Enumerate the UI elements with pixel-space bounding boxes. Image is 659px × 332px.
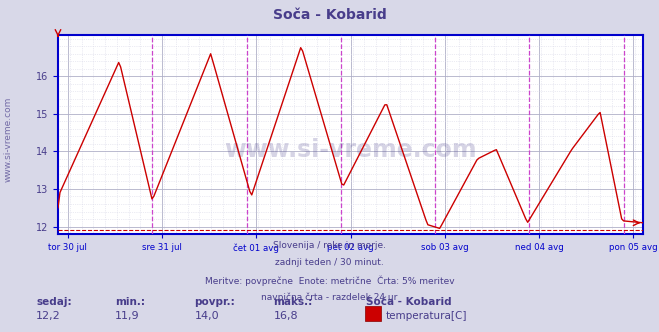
Text: 16,8: 16,8 (273, 311, 298, 321)
Text: zadnji teden / 30 minut.: zadnji teden / 30 minut. (275, 258, 384, 267)
Text: sedaj:: sedaj: (36, 297, 72, 307)
Text: 12,2: 12,2 (36, 311, 61, 321)
Text: maks.:: maks.: (273, 297, 313, 307)
Text: temperatura[C]: temperatura[C] (386, 311, 467, 321)
Text: www.si-vreme.com: www.si-vreme.com (224, 138, 477, 162)
Text: 14,0: 14,0 (194, 311, 219, 321)
Text: min.:: min.: (115, 297, 146, 307)
Text: Soča - Kobarid: Soča - Kobarid (273, 8, 386, 22)
Text: povpr.:: povpr.: (194, 297, 235, 307)
Text: 11,9: 11,9 (115, 311, 140, 321)
Text: Soča - Kobarid: Soča - Kobarid (366, 297, 451, 307)
Text: Meritve: povprečne  Enote: metrične  Črta: 5% meritev: Meritve: povprečne Enote: metrične Črta:… (205, 275, 454, 286)
Text: Slovenija / reke in morje.: Slovenija / reke in morje. (273, 241, 386, 250)
Text: navpična črta - razdelek 24 ur: navpična črta - razdelek 24 ur (262, 292, 397, 302)
Bar (364, 306, 382, 321)
Text: www.si-vreme.com: www.si-vreme.com (3, 97, 13, 182)
